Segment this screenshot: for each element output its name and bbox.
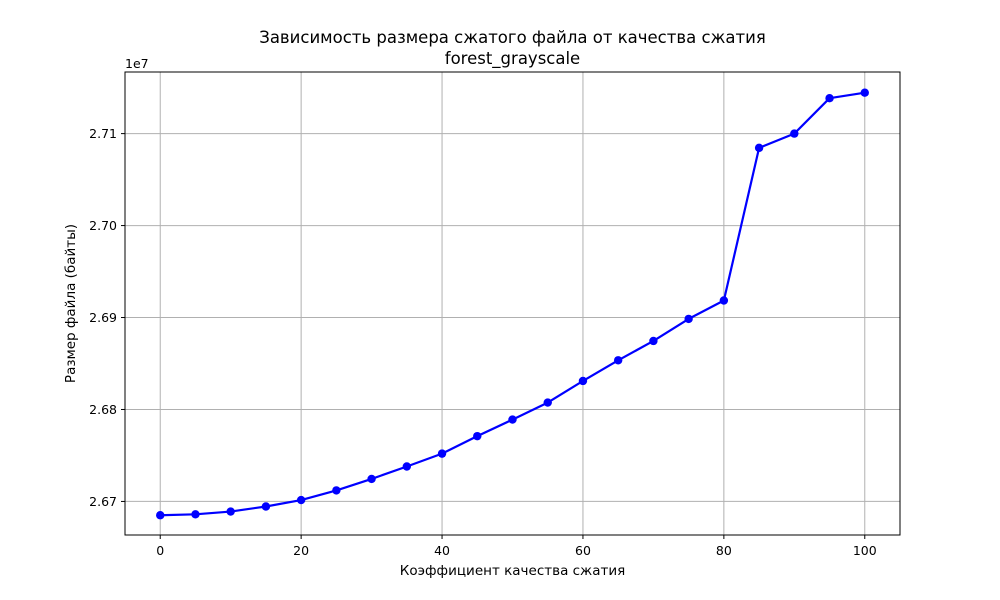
data-point [261,502,271,511]
x-tick-label: 80 [716,543,732,558]
data-point [754,143,764,153]
data-point [296,495,306,505]
y-tick-layer: 2.67 2.68 2.69 2.70 2.71 [89,126,125,509]
marker-layer [156,88,869,520]
y-tick-label: 2.69 [89,310,117,325]
x-tick-label: 0 [156,543,164,558]
x-tick-label: 20 [293,543,309,558]
y-axis-label: Размер файла (байты) [63,224,79,383]
data-point [825,94,834,103]
data-point [649,336,658,346]
data-point [156,511,165,520]
data-point [860,88,869,97]
data-point [402,462,412,471]
x-tick-layer: 0 20 40 60 80 100 [156,535,877,558]
x-tick-label: 60 [575,543,591,558]
y-tick-label: 2.68 [89,402,117,417]
data-point [332,486,341,495]
data-point [613,356,623,365]
data-point [226,507,235,516]
data-point [790,129,799,138]
data-point [191,510,200,519]
y-tick-label: 2.71 [89,126,117,141]
data-point [508,415,517,424]
chart-title: Зависимость размера сжатого файла от кач… [259,28,766,47]
data-point [367,474,376,484]
chart-subtitle: forest_grayscale [445,49,580,69]
x-axis-label: Коэффициент качества сжатия [400,563,626,579]
x-tick-label: 40 [434,543,450,558]
plot-frame [124,71,901,536]
data-point [437,449,447,458]
data-point [684,314,693,324]
data-point [473,431,482,441]
x-tick-label: 100 [853,543,877,558]
y-offset-label: 1e7 [125,56,149,71]
data-point [543,398,552,407]
data-point [719,296,729,305]
y-tick-label: 2.70 [89,218,117,233]
y-tick-label: 2.67 [89,494,117,509]
data-point [578,376,588,386]
